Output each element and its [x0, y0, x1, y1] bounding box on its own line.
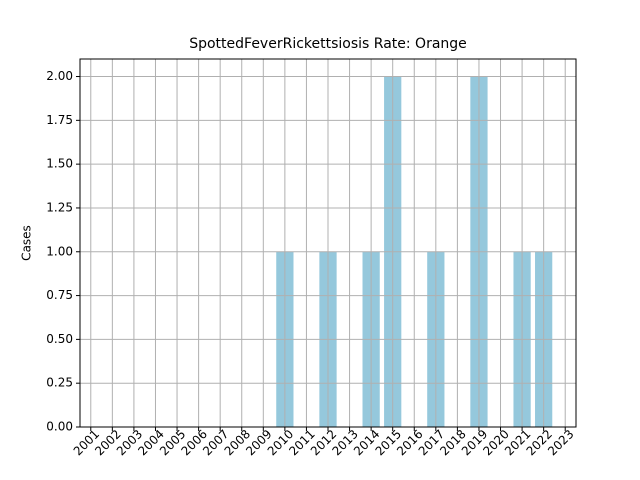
y-tick-label: 0.75 [46, 288, 73, 302]
y-tick-label: 2.00 [46, 69, 73, 83]
x-axis-label: Year [314, 479, 340, 480]
y-tick-label: 0.50 [46, 332, 73, 346]
y-tick-label: 0.25 [46, 376, 73, 390]
chart-title: SpottedFeverRickettsiosis Rate: Orange [189, 36, 467, 52]
plot-frame [79, 58, 577, 428]
y-tick-label: 1.50 [46, 157, 73, 171]
y-tick-label: 0.00 [46, 420, 73, 434]
y-tick-label: 1.75 [46, 113, 73, 127]
y-axis-label: Cases [20, 225, 34, 261]
y-tick-label: 1.00 [46, 244, 73, 258]
y-tick-label: 1.25 [46, 200, 73, 214]
